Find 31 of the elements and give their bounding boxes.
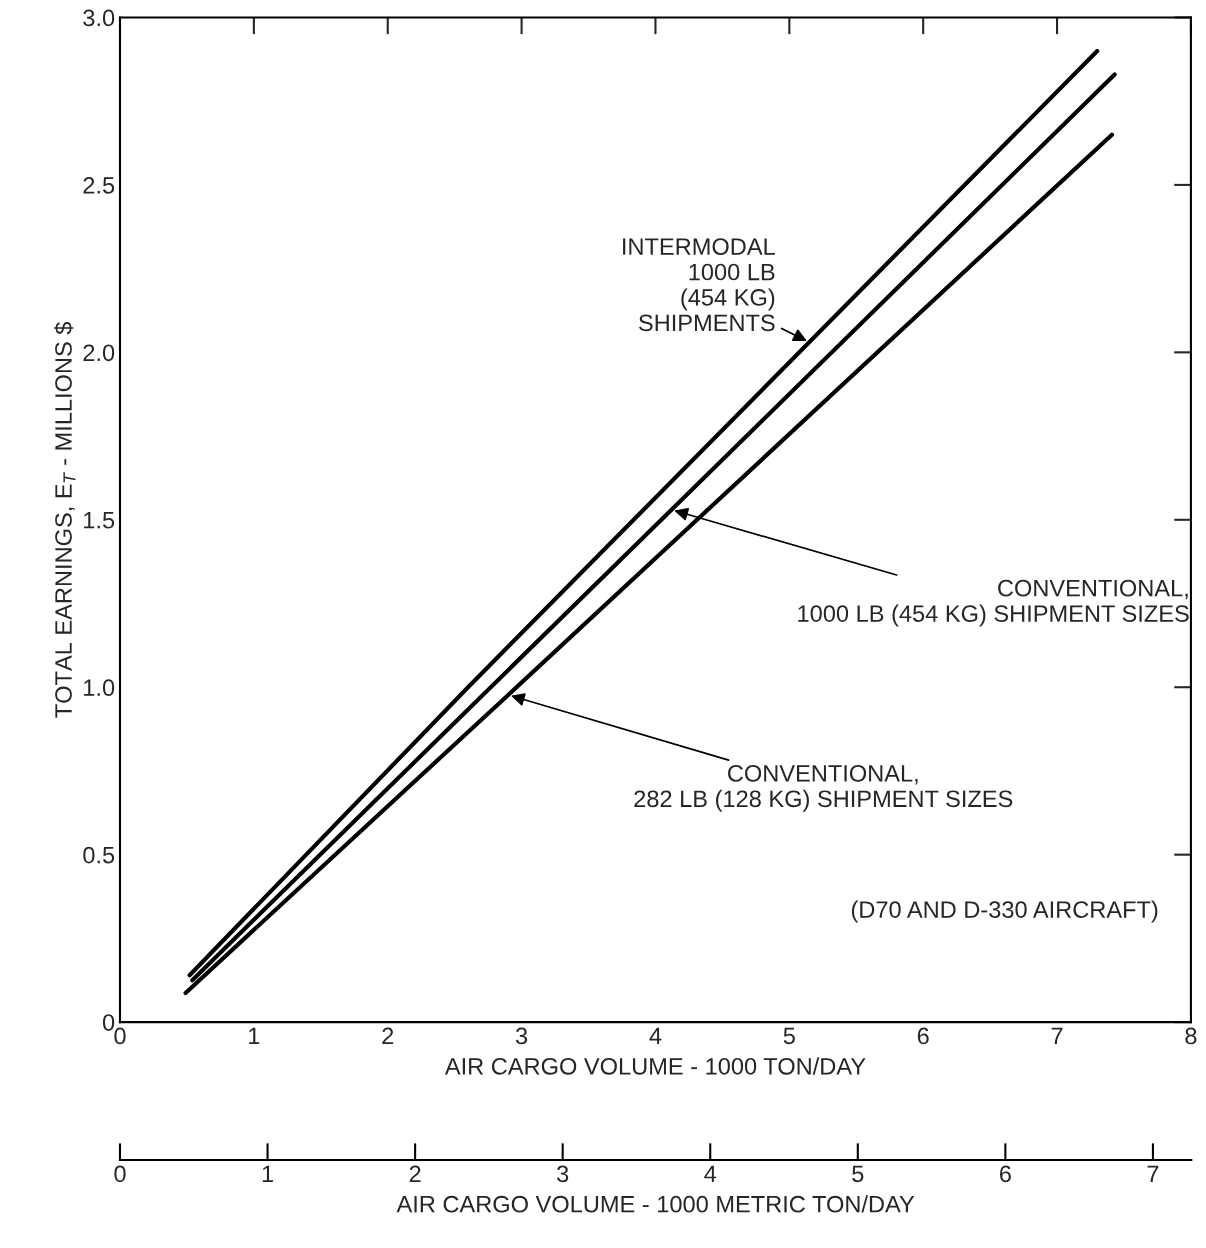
x-tick-label: 2 — [382, 1027, 394, 1045]
x-tick-label: 4 — [649, 1027, 662, 1045]
annotation: CONVENTIONAL, 1000 LB (454 KG) SHIPMENT SIZES — [798, 579, 1189, 627]
x-tick-label: 5 — [783, 1027, 795, 1045]
x2-tick-label: 7 — [1147, 1165, 1159, 1182]
x-tick-label: 0 — [114, 1027, 126, 1045]
annotation: (D70 AND D-330 AIRCRAFT) — [851, 900, 1158, 923]
annotation: INTERMODAL 1000 LB (454 KG) SHIPMENTS — [623, 238, 775, 332]
y-tick-label: 1.0 — [84, 679, 115, 697]
x-tick-label: 1 — [249, 1027, 260, 1045]
x-tick-label: 3 — [515, 1027, 528, 1045]
x2-axis-title: AIR CARGO VOLUME - 1000 METRIC TON/DAY — [396, 1195, 915, 1213]
x2-tick-label: 5 — [852, 1165, 864, 1183]
x-tick-label: 8 — [1185, 1027, 1197, 1045]
x2-tick-label: 6 — [1000, 1165, 1011, 1183]
y-tick-label: 2.0 — [83, 344, 115, 362]
x2-tick-label: 3 — [557, 1165, 569, 1183]
y-tick-label: 0 — [102, 1014, 115, 1031]
x2-tick-label: 0 — [114, 1165, 126, 1183]
y-tick-label: 3.0 — [83, 9, 115, 27]
y-tick-label: 1.5 — [84, 512, 115, 529]
x-axis-title: AIR CARGO VOLUME - 1000 TON/DAY — [444, 1057, 866, 1075]
y-tick-label: 0.5 — [83, 846, 115, 864]
x2-tick-label: 2 — [409, 1165, 421, 1182]
x2-tick-label: 1 — [262, 1165, 273, 1182]
y-tick-label: 2.5 — [83, 176, 115, 194]
annotation: CONVENTIONAL, 282 LB (128 KG) SHIPMENT SIZES — [634, 765, 1013, 812]
x2-tick-label: 4 — [704, 1165, 717, 1182]
y-axis-title: TOTAL EARNINGS, E$_{T}$ - MILLIONS $ — [54, 321, 76, 718]
x-tick-label: 7 — [1051, 1027, 1063, 1045]
x-tick-label: 6 — [917, 1027, 929, 1045]
